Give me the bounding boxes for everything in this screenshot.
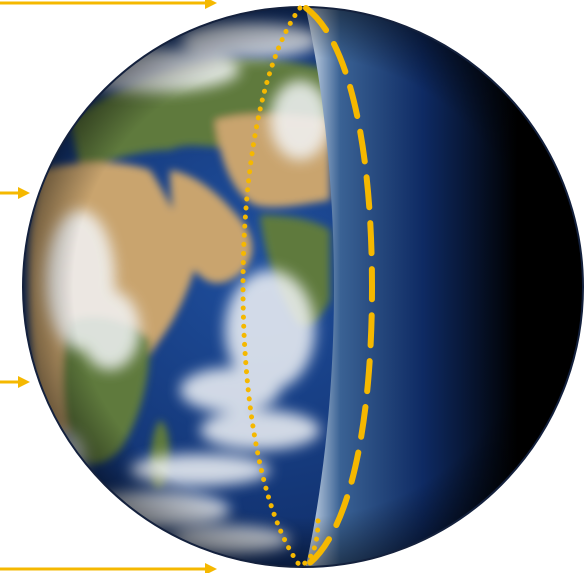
earth-globe <box>22 6 584 568</box>
terminator-dotted-curve <box>240 5 321 570</box>
sunlight-arrow-bottom <box>0 563 217 573</box>
terminator-dashed-curve <box>303 5 376 569</box>
sunlight-arrow-lower <box>0 376 30 388</box>
sunlight-arrows <box>0 0 217 573</box>
sunlight-arrow-top <box>0 0 217 9</box>
sunlight-arrow-upper <box>0 187 30 199</box>
